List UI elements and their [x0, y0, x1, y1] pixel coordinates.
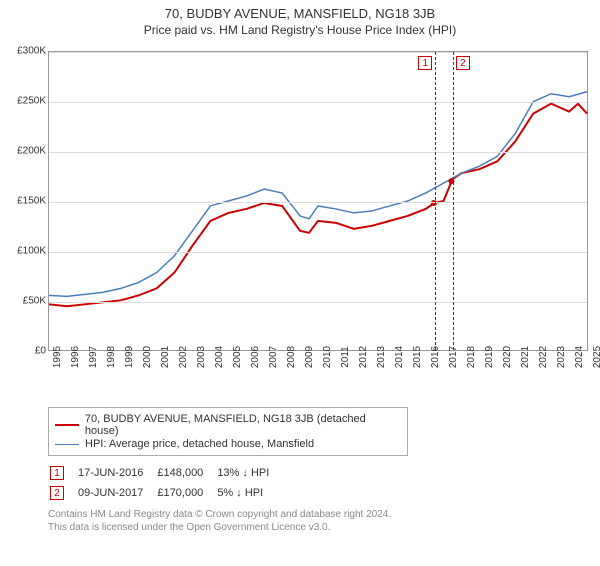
legend-swatch — [55, 444, 79, 445]
gridline — [49, 102, 587, 103]
ytick-label: £200K — [17, 146, 46, 157]
xtick-label: 2005 — [232, 346, 243, 368]
legend: 70, BUDBY AVENUE, MANSFIELD, NG18 3JB (d… — [48, 407, 408, 456]
event-marker-line — [435, 52, 436, 350]
event-marker-badge: 2 — [456, 56, 470, 70]
series-line — [49, 92, 587, 297]
xtick-label: 2004 — [214, 346, 225, 368]
xtick-label: 2010 — [322, 346, 333, 368]
xtick-label: 2013 — [376, 346, 387, 368]
xtick-label: 1997 — [88, 346, 99, 368]
chart-container: 12 £0£50K£100K£150K£200K£250K£300K199519… — [0, 43, 600, 403]
xtick-label: 2008 — [286, 346, 297, 368]
xtick-label: 2012 — [358, 346, 369, 368]
xtick-label: 2002 — [178, 346, 189, 368]
legend-item: 70, BUDBY AVENUE, MANSFIELD, NG18 3JB (d… — [55, 413, 401, 437]
xtick-label: 2006 — [250, 346, 261, 368]
events-table: 1 17-JUN-2016£148,00013% ↓ HPI 2 09-JUN-201… — [48, 462, 283, 504]
event-marker-line — [453, 52, 454, 350]
xtick-label: 2001 — [160, 346, 171, 368]
xtick-label: 2022 — [538, 346, 549, 368]
table-row: 2 09-JUN-2017£170,0005% ↓ HPI — [50, 484, 281, 502]
footer-attribution: Contains HM Land Registry data © Crown c… — [48, 508, 600, 534]
ytick-label: £300K — [17, 46, 46, 57]
xtick-label: 2018 — [466, 346, 477, 368]
footer-line: Contains HM Land Registry data © Crown c… — [48, 508, 600, 521]
legend-label: 70, BUDBY AVENUE, MANSFIELD, NG18 3JB (d… — [85, 413, 401, 437]
xtick-label: 2019 — [484, 346, 495, 368]
series-line — [49, 104, 587, 307]
xtick-label: 2007 — [268, 346, 279, 368]
gridline — [49, 52, 587, 53]
ytick-label: £250K — [17, 96, 46, 107]
xtick-label: 2015 — [412, 346, 423, 368]
xtick-label: 2024 — [574, 346, 585, 368]
xtick-label: 2009 — [304, 346, 315, 368]
event-badge: 2 — [50, 486, 64, 500]
legend-item: HPI: Average price, detached house, Mans… — [55, 438, 401, 450]
xtick-label: 2017 — [448, 346, 459, 368]
event-price: £170,000 — [157, 484, 215, 502]
event-marker-badge: 1 — [418, 56, 432, 70]
xtick-label: 2003 — [196, 346, 207, 368]
xtick-label: 2016 — [430, 346, 441, 368]
chart-svg — [49, 52, 587, 350]
xtick-label: 1996 — [70, 346, 81, 368]
ytick-label: £100K — [17, 246, 46, 257]
event-badge-cell: 1 — [50, 464, 76, 482]
xtick-label: 2020 — [502, 346, 513, 368]
xtick-label: 2021 — [520, 346, 531, 368]
event-date: 17-JUN-2016 — [78, 464, 155, 482]
xtick-label: 2011 — [340, 346, 351, 368]
legend-label: HPI: Average price, detached house, Mans… — [85, 438, 314, 450]
event-badge: 1 — [50, 466, 64, 480]
xtick-label: 1995 — [52, 346, 63, 368]
ytick-label: £0 — [35, 346, 46, 357]
xtick-label: 2000 — [142, 346, 153, 368]
gridline — [49, 202, 587, 203]
ytick-label: £150K — [17, 196, 46, 207]
legend-swatch — [55, 424, 79, 426]
ytick-label: £50K — [23, 296, 46, 307]
xtick-label: 1998 — [106, 346, 117, 368]
gridline — [49, 152, 587, 153]
xtick-label: 2025 — [592, 346, 600, 368]
gridline — [49, 302, 587, 303]
gridline — [49, 252, 587, 253]
event-delta: 13% ↓ HPI — [217, 464, 281, 482]
event-date: 09-JUN-2017 — [78, 484, 155, 502]
xtick-label: 2023 — [556, 346, 567, 368]
event-badge-cell: 2 — [50, 484, 76, 502]
event-price: £148,000 — [157, 464, 215, 482]
chart-title: 70, BUDBY AVENUE, MANSFIELD, NG18 3JB — [0, 6, 600, 21]
chart-subtitle: Price paid vs. HM Land Registry's House … — [0, 23, 600, 37]
xtick-label: 1999 — [124, 346, 135, 368]
plot-area: 12 — [48, 51, 588, 351]
xtick-label: 2014 — [394, 346, 405, 368]
table-row: 1 17-JUN-2016£148,00013% ↓ HPI — [50, 464, 281, 482]
event-delta: 5% ↓ HPI — [217, 484, 281, 502]
footer-line: This data is licensed under the Open Gov… — [48, 521, 600, 534]
